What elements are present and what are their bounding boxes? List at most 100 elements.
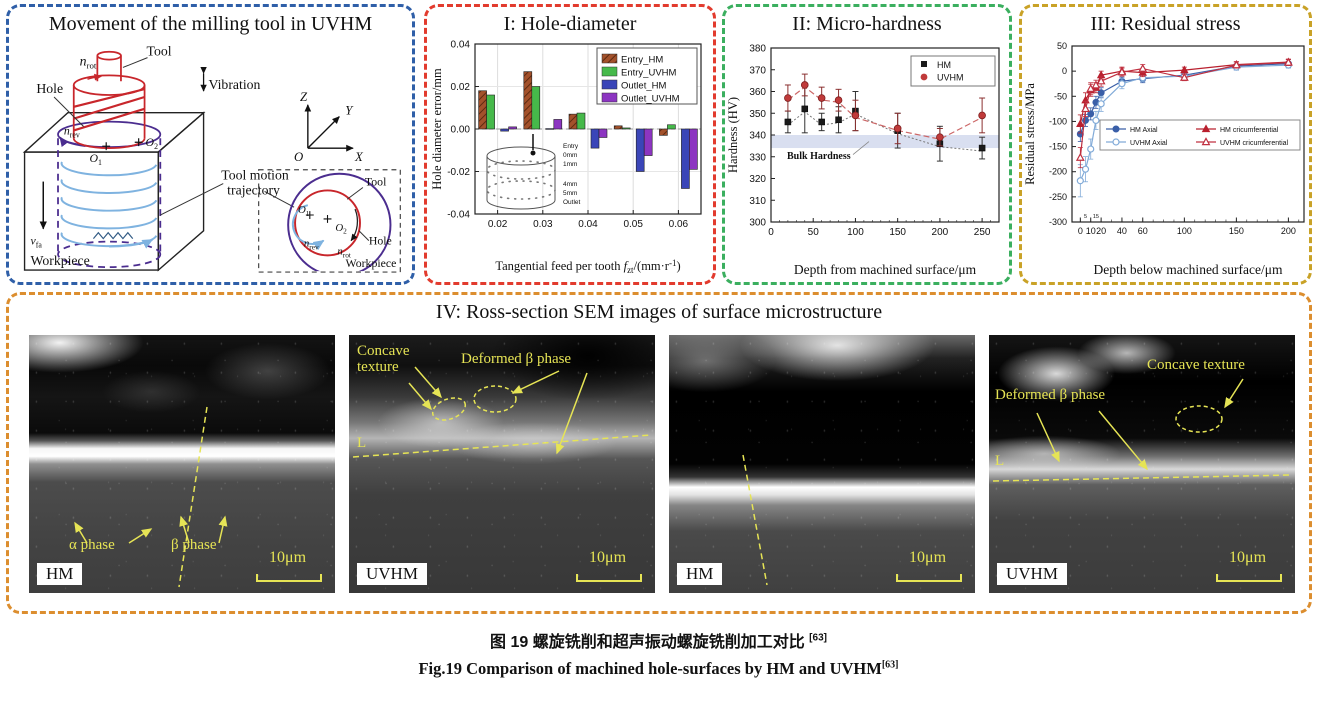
bar-Outlet_UVHM <box>598 128 608 138</box>
x-tick-label: 0.03 <box>533 219 553 230</box>
panel-i-title: I: Hole-diameter <box>503 13 637 35</box>
vibration-squiggle <box>92 231 134 240</box>
legend-marker <box>1112 125 1120 133</box>
inset-o1-label: O1 <box>298 204 310 218</box>
scale-label: 10μm <box>1229 549 1267 566</box>
legend-marker <box>1201 124 1211 133</box>
scale-bar <box>896 574 962 582</box>
y-tick-label: 0 <box>1062 66 1067 76</box>
point-UVHM <box>851 111 860 120</box>
line-HM Axial <box>1079 63 1289 135</box>
caption-zh-text: 图 19 螺旋铣削和超声振动螺旋铣削加工对比 <box>490 634 810 651</box>
y-tick-label: 0.04 <box>451 40 471 51</box>
y-tick-label: 340 <box>749 131 766 142</box>
panel-micro-hardness: II: Micro-hardness 300 310 320 330 340 350 360… <box>722 4 1012 285</box>
legend-marker <box>1201 137 1211 146</box>
x-tick-label: 200 <box>932 227 949 238</box>
panel-iv-title: IV: Ross-section SEM images of surface m… <box>435 301 883 323</box>
x-tick-label: 0 <box>768 227 774 238</box>
beta-phase-label: β phase <box>171 537 217 553</box>
x-tick-label: 150 <box>1229 226 1244 236</box>
inset-rotation-arrow <box>350 208 359 242</box>
bar-Entry_HM <box>613 125 623 130</box>
caption-zh-ref: [63] <box>809 632 827 644</box>
axis-frame <box>1071 45 1305 223</box>
bar-Outlet_UVHM <box>508 126 517 130</box>
y-tick-label: 380 <box>749 44 766 55</box>
workpiece-cube <box>22 111 206 272</box>
point-UVHM cricumferential <box>1096 76 1106 85</box>
point-UVHM Axial <box>1087 145 1095 153</box>
bar-Entry_UVHM <box>667 124 676 130</box>
trend-hm <box>787 111 983 152</box>
inset-o2-label: O2 <box>335 222 347 236</box>
concave-texture-label: Concave texture <box>357 343 410 376</box>
legend-label: UVHM cricumferential <box>1220 140 1289 147</box>
inset-n-rev-label: nrev <box>304 237 319 251</box>
legend-label: Entry_HM <box>621 55 663 66</box>
n-rot-label: nrot <box>80 54 97 71</box>
n-rev-label: nrev <box>64 123 80 139</box>
point-UVHM cricumferential <box>1283 57 1293 66</box>
bar-Outlet_HM <box>500 128 509 132</box>
point-UVHM cricumferential <box>1179 72 1189 81</box>
y-tick-label: 0.02 <box>451 82 471 93</box>
point-UVHM Axial <box>1097 100 1105 108</box>
y-axis-label: Hardness (HV) <box>726 97 740 173</box>
bar-Outlet_HM <box>590 128 600 149</box>
o1-label: O1 <box>89 151 102 167</box>
inset-label: 1mm <box>563 161 577 168</box>
inset-label: 0mm <box>563 152 577 159</box>
bar-Outlet_HM <box>681 128 690 189</box>
point-UVHM Axial <box>1081 165 1090 173</box>
beta-phase-dashed-line <box>178 406 208 588</box>
x-tick-label: 100 <box>1177 226 1192 236</box>
point-UVHM cricumferential <box>1091 80 1101 89</box>
x-tick-label: 10 <box>1086 226 1096 236</box>
y-tick-label: 350 <box>749 109 766 120</box>
inset-circles <box>287 172 392 272</box>
axis-o-label: O <box>294 150 303 164</box>
point-HM <box>801 105 809 113</box>
sem-image-4-uvhm: Deformed β phase Concave texture L 10μm … <box>989 335 1295 593</box>
legend-label: UVHM Axial <box>1130 140 1168 147</box>
y-tick-label: 370 <box>749 65 766 76</box>
hole-diameter-chart: 0.02 0.03 0.04 0.05 0.06 0.04 0.02 0.00 -0.02 -0.… <box>430 40 702 275</box>
x-tick-label: 0.04 <box>578 219 598 230</box>
line-HM cricumferential <box>1079 61 1289 125</box>
bar-Outlet_UVHM <box>689 128 698 170</box>
trend-uvhm <box>787 86 983 140</box>
point-HM cricumferential <box>1076 119 1085 128</box>
point-HM <box>835 116 842 124</box>
inset-frame <box>258 169 401 273</box>
bar-Entry_UVHM <box>621 127 631 130</box>
inset-hole-pointer <box>358 230 370 241</box>
micro-hardness-chart: 300 310 320 330 340 350 360 370 380 0 50 100 150 200 2… <box>726 44 1000 277</box>
y-tick-label: -250 <box>1049 192 1067 202</box>
x-tick-label: 20 <box>1096 226 1106 236</box>
y-tick-label: -50 <box>1054 91 1067 101</box>
point-HM <box>818 118 825 126</box>
x-tick-label: 0.06 <box>669 219 689 230</box>
x-axis-label: Depth below machined surface/μm <box>1093 262 1283 277</box>
annotation-shapes <box>992 378 1292 482</box>
legend-label: Entry_UVHM <box>621 68 677 79</box>
o2-label: O2 <box>146 135 159 151</box>
sem-image-1-hm: α phase β phase 10μm HM <box>29 335 335 593</box>
inset-tool-pointer <box>346 187 364 200</box>
tool-motion-helix <box>60 161 158 249</box>
bar-Entry_UVHM <box>531 86 541 130</box>
x-tick-label: 0.02 <box>488 219 508 230</box>
y-tick-label: 300 <box>749 218 766 229</box>
sem-1-annotations-svg <box>74 406 322 588</box>
sem-tag-uvhm: UVHM <box>357 562 427 585</box>
point-HM cricumferential <box>1180 65 1189 74</box>
inset-tool-label: Tool <box>365 175 387 189</box>
legend-marker <box>1112 138 1120 146</box>
phase-arrows <box>74 515 228 544</box>
axis-x-label: X <box>354 150 364 164</box>
x-axis-label: Depth from machined surface/μm <box>794 262 977 277</box>
alpha-phase-label: α phase <box>69 537 115 553</box>
y-tick-label: -0.04 <box>447 210 470 221</box>
panel-iii-title: III: Residual stress <box>1090 13 1241 35</box>
